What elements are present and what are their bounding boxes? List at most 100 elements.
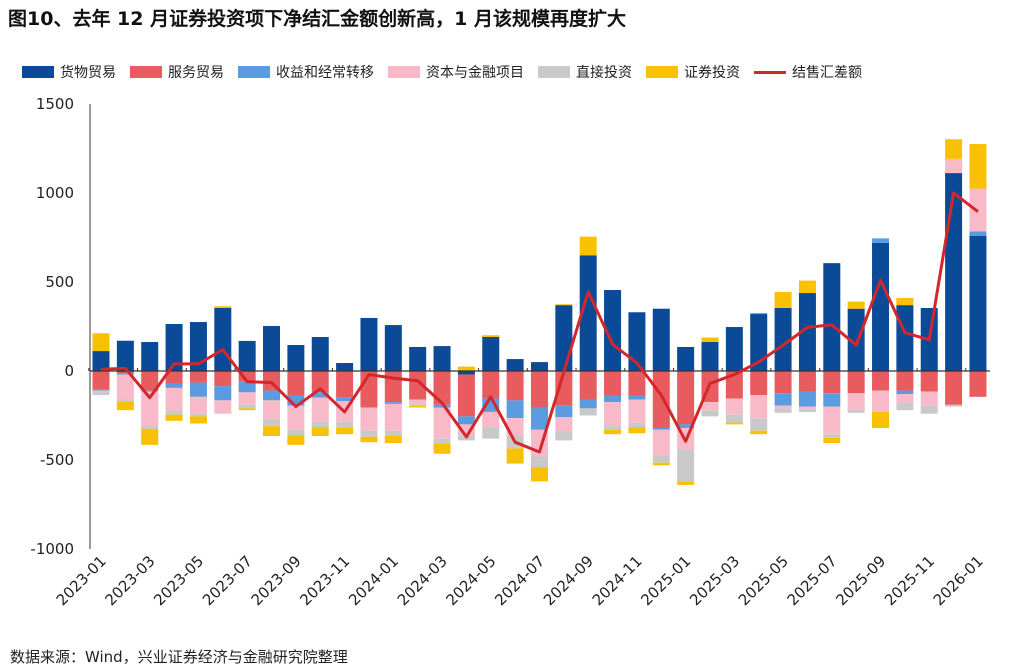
bar-segment <box>579 408 597 416</box>
bar-segment <box>969 144 987 189</box>
bar-segment <box>287 435 305 445</box>
x-tick-label: 2023-05 <box>150 552 207 609</box>
bar-segment <box>969 235 987 371</box>
bar-segment <box>92 392 110 396</box>
bar-segment <box>287 429 305 436</box>
bar-segment <box>263 426 281 436</box>
x-tick-label: 2023-11 <box>296 552 353 609</box>
bar-segment <box>530 362 548 371</box>
x-tick-label: 2024-11 <box>589 552 646 609</box>
bar-segment <box>92 389 110 391</box>
bar-segment <box>433 443 451 454</box>
bar-segment <box>165 324 183 371</box>
bar-segment <box>872 411 890 428</box>
bar-segment <box>336 362 354 371</box>
bar-segment <box>555 431 573 441</box>
bar-segment <box>92 390 110 393</box>
legend-swatch <box>388 66 420 78</box>
y-tick-label: -1000 <box>30 540 74 558</box>
legend-item: 资本与金融项目 <box>388 62 524 82</box>
bar-segment <box>701 410 719 417</box>
legend-label: 收益和经常转移 <box>276 65 374 81</box>
bar-segment <box>336 421 354 428</box>
bar-segment <box>214 400 232 414</box>
legend-label: 证券投资 <box>684 65 740 81</box>
bar-segment <box>555 417 573 432</box>
x-tick-label: 2023-07 <box>199 552 256 609</box>
bar-segment <box>141 341 159 371</box>
bar-segment <box>116 401 134 411</box>
bar-segment <box>360 317 378 371</box>
bar-segment <box>530 371 548 408</box>
bar-segment <box>482 411 500 428</box>
x-tick-label: 2024-09 <box>540 552 597 609</box>
bar-segment <box>530 467 548 482</box>
bar-segment <box>141 390 159 392</box>
bar-segment <box>628 427 646 434</box>
bar-segment <box>920 391 938 406</box>
bar-segment <box>360 430 378 437</box>
y-tick-label: 1500 <box>36 95 74 113</box>
bar-segment <box>506 448 524 464</box>
bar-segment <box>433 346 451 371</box>
bar-segment <box>238 392 256 405</box>
bar-segment <box>628 399 646 423</box>
bar-segment <box>798 280 816 294</box>
bar-segment <box>506 359 524 371</box>
bar-segment <box>384 430 402 436</box>
bar-segment <box>189 416 207 424</box>
bar-segment <box>482 371 500 399</box>
bar-segment <box>896 371 914 391</box>
bar-segment <box>409 371 427 400</box>
bar-segment <box>872 242 890 371</box>
x-tick-label: 2025-01 <box>637 552 694 609</box>
bar-segment <box>189 382 207 397</box>
legend-label: 资本与金融项目 <box>426 65 524 81</box>
bar-segment <box>336 427 354 435</box>
bar-segment <box>872 390 890 412</box>
bar-segment <box>945 173 963 371</box>
bar-segment <box>969 231 987 236</box>
bar-segment <box>823 437 841 444</box>
bar-segment <box>92 351 110 371</box>
bar-segment <box>433 371 451 405</box>
bar-segment <box>555 305 573 371</box>
bar-segment <box>409 403 427 406</box>
bar-segment <box>530 456 548 468</box>
bar-segment <box>189 396 207 414</box>
bar-segment <box>604 425 622 430</box>
bar-segment <box>214 371 232 387</box>
bar-segment <box>579 371 597 400</box>
bar-segment <box>652 462 670 466</box>
bar-segment <box>774 393 792 406</box>
bar-segment <box>847 308 865 371</box>
x-tick-label: 2024-03 <box>394 552 451 609</box>
bar-segment <box>482 337 500 371</box>
bar-segment <box>141 428 159 445</box>
bar-segment <box>725 422 743 425</box>
bar-segment <box>701 337 719 342</box>
bar-segment <box>311 337 329 371</box>
bar-segment <box>165 387 183 411</box>
bar-segment <box>165 383 183 388</box>
bar-segment <box>189 413 207 417</box>
bar-segment <box>847 393 865 410</box>
bar-segment <box>409 399 427 404</box>
bar-segment <box>92 333 110 352</box>
x-tick-label: 2025-07 <box>784 552 841 609</box>
legend-swatch <box>130 66 162 78</box>
bar-segment <box>141 425 159 429</box>
bar-segment <box>482 427 500 439</box>
bar-segment <box>677 449 695 482</box>
bar-segment <box>116 371 134 374</box>
bar-segment <box>945 404 963 407</box>
bar-segment <box>652 427 670 430</box>
bar-segment <box>457 424 475 436</box>
legend-item: 证券投资 <box>646 62 740 82</box>
chart-title: 图10、去年 12 月证券投资项下净结汇金额创新高，1 月该规模再度扩大 <box>8 8 626 30</box>
bar-segment <box>189 322 207 371</box>
bar-segment <box>604 371 622 396</box>
bar-segment <box>823 434 841 438</box>
bar-segment <box>774 291 792 308</box>
bar-segment <box>896 394 914 404</box>
